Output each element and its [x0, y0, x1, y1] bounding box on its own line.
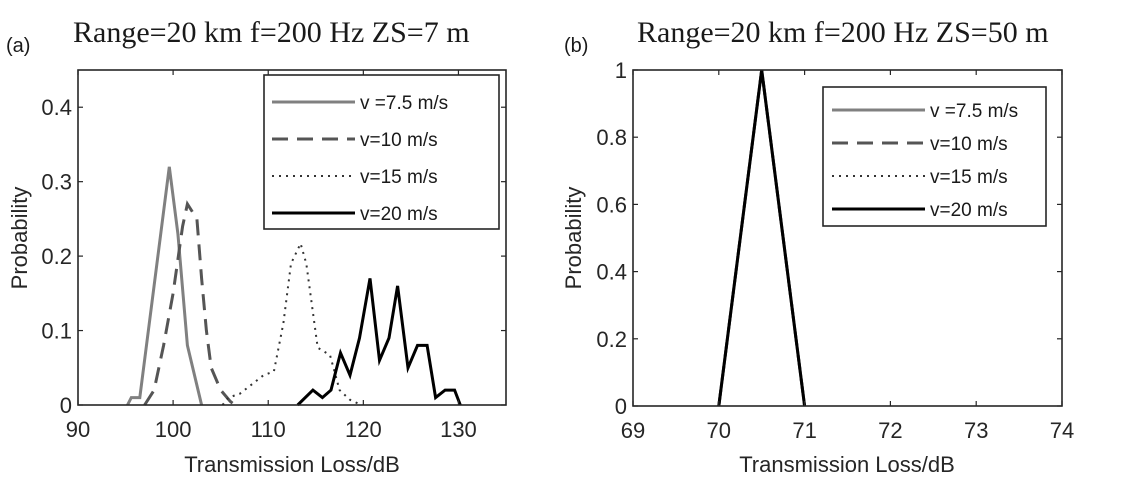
panel-a-series-line-1: [143, 200, 236, 407]
panel-a-series-line-3: [296, 278, 462, 407]
panel-b-xlabel: Transmission Loss/dB: [739, 452, 955, 477]
panel-a-ytick-label: 0: [60, 393, 72, 418]
panel-a-ytick-label: 0.2: [41, 244, 72, 269]
panel-b-series-line-2: [717, 69, 806, 407]
panel-b-xticks: 69 70 71 72 73 74: [621, 70, 1074, 443]
panel-a: (a) Range=20 km f=200 Hz ZS=7 m 90 100 110…: [6, 16, 507, 477]
panel-a-xlabel: Transmission Loss/dB: [184, 452, 400, 477]
panel-b-xtick-label: 73: [964, 418, 988, 443]
panel-a-xtick-label: 110: [251, 417, 286, 442]
panel-b-ytick-label: 0.8: [596, 125, 627, 150]
panel-a-series-line-2: [221, 240, 362, 406]
panel-b-title: Range=20 km f=200 Hz ZS=50 m: [637, 16, 1049, 49]
panel-b-ytick-label: 0.4: [596, 260, 627, 285]
panel-b: (b) Range=20 km f=200 Hz ZS=50 m 69 70 71 7…: [561, 16, 1074, 477]
panel-b-legend-label-2: v=15 m/s: [930, 167, 1008, 188]
panel-b-xtick-label: 69: [621, 418, 645, 443]
panel-a-legend-label-2: v=15 m/s: [360, 167, 438, 188]
panel-b-ytick-label: 0.2: [596, 327, 627, 352]
panel-b-ytick-label: 1: [615, 58, 627, 83]
panel-a-ytick-label: 0.1: [41, 319, 72, 344]
panel-b-series-line-0: [717, 69, 807, 407]
panel-a-xtick-label: 100: [155, 417, 192, 442]
panel-b-legend: v =7.5 m/s v=10 m/s v=15 m/s v=20 m/s: [822, 86, 1047, 227]
panel-a-series-line-0: [126, 166, 204, 406]
panel-a-legend-label-0: v =7.5 m/s: [360, 93, 448, 114]
panel-a-legend-label-3: v=20 m/s: [360, 204, 438, 225]
panel-a-xtick-label: 120: [345, 417, 382, 442]
panel-b-ylabel: Probability: [561, 187, 586, 290]
panel-b-series-line-1: [717, 69, 807, 407]
panel-b-yticks: 0 0.2 0.4 0.6 0.8 1: [596, 58, 1062, 419]
panel-a-legend-label-1: v=10 m/s: [360, 130, 438, 151]
panel-a-ytick-label: 0.4: [41, 95, 72, 120]
panel-b-label: (b): [564, 35, 588, 57]
panel-a-ylabel: Probability: [7, 187, 32, 290]
panel-a-axes: [77, 69, 507, 406]
panel-b-series-line-3: [717, 69, 807, 407]
panel-a-series: [126, 166, 462, 407]
panel-a-label: (a): [6, 35, 30, 57]
panel-b-axes: [632, 69, 1063, 407]
panel-b-xtick-label: 71: [792, 418, 816, 443]
panel-b-xtick-label: 74: [1050, 418, 1074, 443]
panel-b-ytick-label: 0.6: [596, 192, 627, 217]
panel-a-legend: v =7.5 m/s v=10 m/s v=15 m/s v=20 m/s: [263, 74, 500, 230]
panel-b-legend-label-1: v=10 m/s: [930, 134, 1008, 155]
panel-b-ytick-label: 0: [615, 394, 627, 419]
panel-b-legend-label-3: v=20 m/s: [930, 200, 1008, 221]
panel-a-xticks: 90 100 110 120 130: [66, 70, 477, 442]
panel-a-title: Range=20 km f=200 Hz ZS=7 m: [73, 16, 470, 49]
panel-b-legend-label-0: v =7.5 m/s: [930, 101, 1018, 122]
panel-b-xtick-label: 70: [707, 418, 731, 443]
panel-a-xtick-label: 130: [440, 417, 477, 442]
panel-a-yticks: 0 0.1 0.2 0.3 0.4: [41, 95, 506, 418]
panel-b-series: [717, 69, 807, 407]
panel-b-xtick-label: 72: [878, 418, 902, 443]
panel-a-ytick-label: 0.3: [41, 170, 72, 195]
panel-a-xtick-label: 90: [66, 417, 90, 442]
